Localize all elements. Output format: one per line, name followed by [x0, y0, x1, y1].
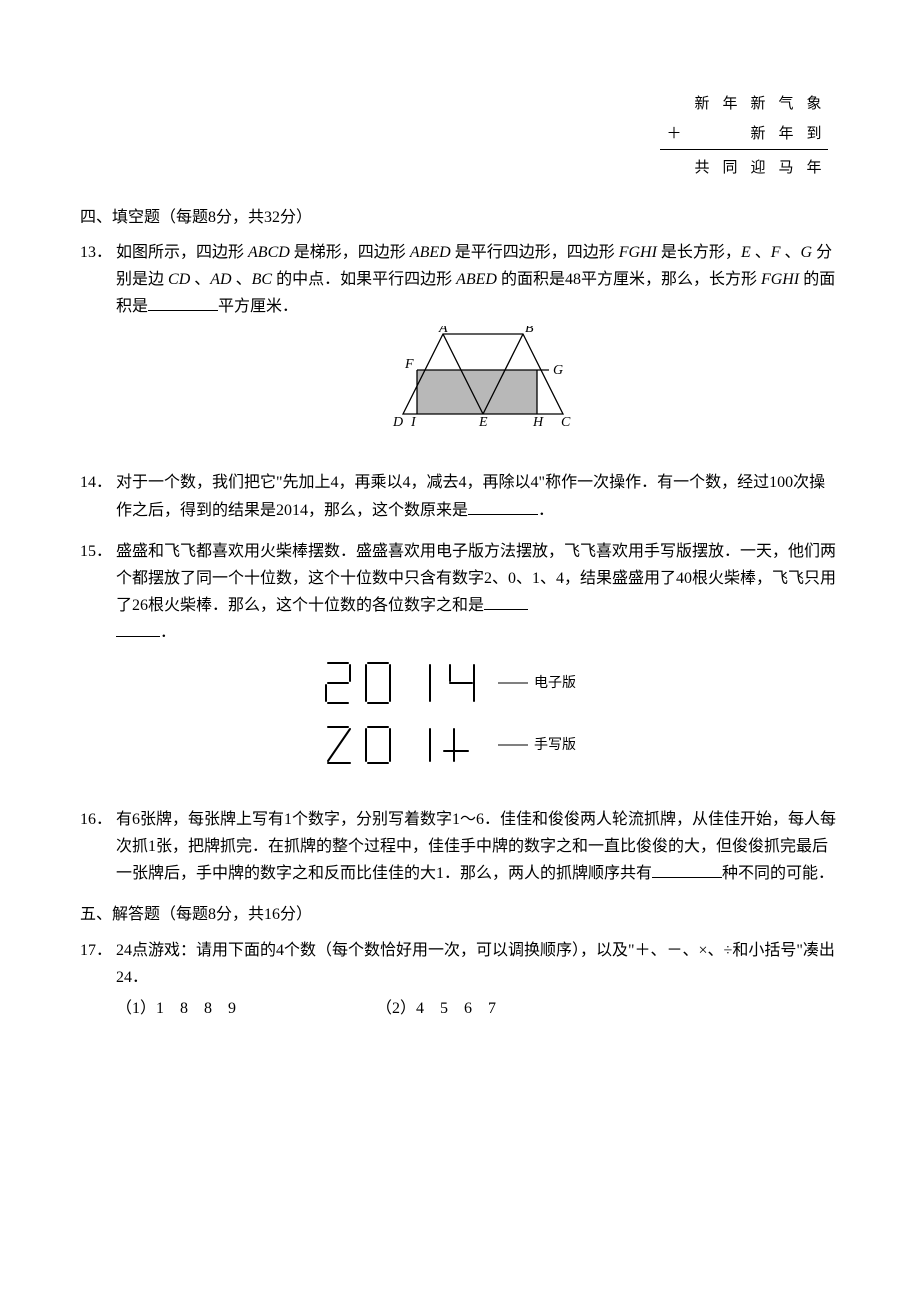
question-16: 16． 有6张牌，每张牌上写有1个数字，分别写着数字1～6．佳佳和俊俊两人轮流抓…	[80, 806, 840, 888]
q13-blank	[148, 294, 218, 311]
svg-text:D: D	[392, 415, 403, 430]
q15-blank1	[484, 593, 528, 610]
svg-text:手写版: 手写版	[534, 737, 576, 753]
q13-bc: BC	[252, 271, 272, 288]
svg-text:A: A	[438, 326, 448, 336]
q13-fghi: FGHI	[619, 244, 657, 261]
svg-text:E: E	[478, 415, 488, 430]
q13-cd: CD	[168, 271, 190, 288]
q13-abed: ABED	[410, 244, 451, 261]
am-r1c1: 新	[688, 90, 716, 120]
q13-g: G	[801, 244, 813, 261]
q15-text: 盛盛和飞飞都喜欢用火柴棒摆数．盛盛喜欢用电子版方法摆放，飞飞喜欢用手写版摆放．一…	[116, 543, 836, 614]
q13-t9: 、	[232, 271, 252, 288]
am-plus: ＋	[660, 120, 688, 150]
am-r2c3: 新	[744, 120, 772, 150]
svg-text:电子版: 电子版	[534, 675, 576, 691]
q13-figure: A B F G D I E H C	[363, 326, 593, 436]
q17-p1-label: （1）	[116, 1000, 156, 1017]
q13-t10: 的中点．如果平行四边形	[272, 271, 456, 288]
section-5-heading: 五、解答题（每题8分，共16分）	[80, 901, 840, 928]
q16-end: 种不同的可能．	[722, 865, 834, 882]
q13-abed2: ABED	[456, 271, 497, 288]
q13-t6: 、	[781, 244, 801, 261]
q17-number: 17．	[80, 937, 116, 1023]
q17-p2-nums: 4 5 6 7	[416, 1000, 496, 1017]
question-15: 15． 盛盛和飞飞都喜欢用火柴棒摆数．盛盛喜欢用电子版方法摆放，飞飞喜欢用手写版…	[80, 538, 840, 792]
q13-t4: 是长方形，	[657, 244, 741, 261]
q13-ad: AD	[210, 271, 231, 288]
am-r3c2: 同	[716, 154, 744, 184]
am-r1c4: 气	[772, 90, 800, 120]
q13-t13: 平方厘米．	[218, 298, 298, 315]
q13-t2: 是梯形，四边形	[290, 244, 410, 261]
am-r3c5: 年	[800, 154, 828, 184]
q17-p2-label: （2）	[376, 1000, 416, 1017]
am-r1c3: 新	[744, 90, 772, 120]
alphametic-puzzle: 新 年 新 气 象 ＋ 新 年 到 共 同 迎 马 年	[660, 90, 840, 184]
am-r1c2: 年	[716, 90, 744, 120]
q13-fghi2: FGHI	[761, 271, 799, 288]
question-14: 14． 对于一个数，我们把它"先加上4，再乘以4，减去4，再除以4"称作一次操作…	[80, 469, 840, 523]
q13-abcd: ABCD	[248, 244, 290, 261]
q15-figure: 电子版 手写版	[268, 653, 688, 773]
q14-blank	[468, 498, 538, 515]
am-r2c4: 年	[772, 120, 800, 150]
am-r3c3: 迎	[744, 154, 772, 184]
q13-t8: 、	[190, 271, 210, 288]
am-r2c5: 到	[800, 120, 828, 150]
q14-number: 14．	[80, 469, 116, 523]
svg-text:B: B	[525, 326, 534, 336]
svg-text:G: G	[553, 363, 563, 378]
question-13: 13． 如图所示，四边形 ABCD 是梯形，四边形 ABED 是平行四边形，四边…	[80, 239, 840, 456]
q17-p1-nums: 1 8 8 9	[156, 1000, 236, 1017]
svg-text:C: C	[561, 415, 571, 430]
q16-blank	[652, 861, 722, 878]
q15-blank2	[116, 620, 160, 637]
q13-t1: 如图所示，四边形	[116, 244, 248, 261]
q16-number: 16．	[80, 806, 116, 888]
svg-text:H: H	[532, 415, 544, 430]
svg-text:I: I	[410, 415, 417, 430]
am-r1c5: 象	[800, 90, 828, 120]
q13-e: E	[741, 244, 751, 261]
am-r3c4: 马	[772, 154, 800, 184]
q15-end: ．	[160, 624, 176, 641]
svg-text:F: F	[404, 357, 414, 372]
q13-f: F	[771, 244, 781, 261]
q13-t3: 是平行四边形，四边形	[451, 244, 619, 261]
q15-number: 15．	[80, 538, 116, 792]
q13-t5: 、	[751, 244, 771, 261]
question-17: 17． 24点游戏：请用下面的4个数（每个数恰好用一次，可以调换顺序），以及"＋…	[80, 937, 840, 1023]
q17-text: 24点游戏：请用下面的4个数（每个数恰好用一次，可以调换顺序），以及"＋、－、×…	[116, 942, 835, 986]
am-r3c1: 共	[688, 154, 716, 184]
q13-number: 13．	[80, 239, 116, 456]
q14-end: ．	[538, 502, 554, 519]
q13-t11: 的面积是48平方厘米，那么，长方形	[497, 271, 761, 288]
section-4-heading: 四、填空题（每题8分，共32分）	[80, 204, 840, 231]
